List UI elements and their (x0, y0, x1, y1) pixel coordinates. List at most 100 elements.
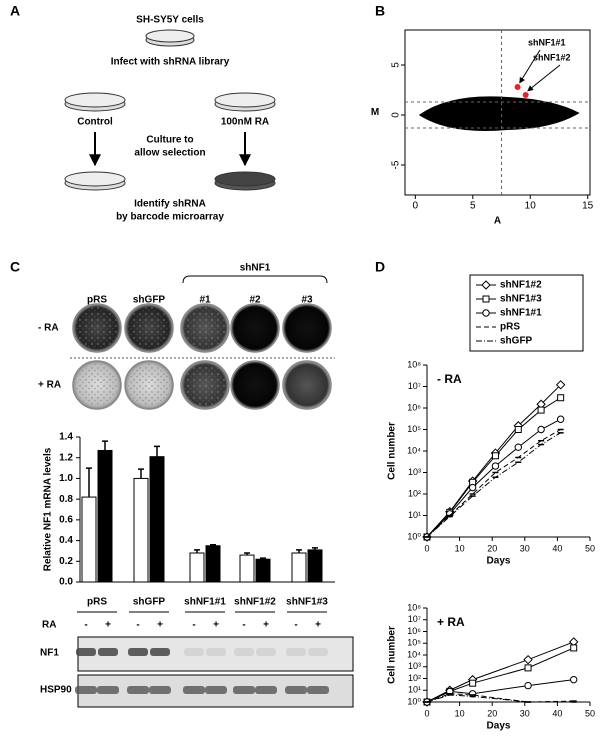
y-axis-label: Relative NF1 mRNA levels (43, 447, 54, 571)
x-tick-label: 30 (520, 708, 530, 718)
plate-column-label: #3 (301, 295, 313, 306)
y-tick-label: 10¹ (408, 685, 421, 695)
x-tick-label: 40 (552, 708, 562, 718)
x-axis-label: A (494, 216, 501, 227)
plate-texture (184, 364, 226, 406)
bar (255, 558, 271, 583)
bar (133, 477, 149, 583)
diagram-text: Culture to (146, 135, 193, 146)
point (570, 675, 578, 684)
ra-sign: - (192, 620, 195, 631)
error-bar (138, 468, 144, 479)
x-tick-label: 0 (413, 201, 419, 212)
error-bar (210, 543, 216, 546)
ra-sign: - (84, 620, 87, 631)
x-tick-label: pRS (87, 597, 107, 608)
plate-row-label: - RA (38, 323, 59, 334)
y-axis-label: Cell number (387, 422, 398, 480)
plate-row-label: + RA (38, 380, 61, 391)
annotation-arrow (527, 64, 561, 92)
blot-band (206, 648, 226, 656)
y-tick-label: 1.0 (59, 473, 73, 484)
point (555, 380, 566, 390)
ra-sign: + (213, 620, 219, 631)
error-bar (260, 557, 266, 560)
annotation: shNF1#2 (533, 52, 571, 62)
panel-label: B (375, 3, 385, 19)
plate (282, 303, 332, 353)
point (469, 679, 477, 687)
blot-band (233, 686, 255, 694)
y-tick-label: 10² (408, 673, 421, 683)
ra-sign: - (294, 620, 297, 631)
plate-column-label: #2 (249, 295, 261, 306)
x-tick-label: 0 (424, 543, 429, 553)
blot-band (183, 686, 205, 694)
point (491, 462, 500, 470)
blot-band (184, 648, 204, 656)
diagram-shapes (64, 29, 276, 191)
legend-label: shGFP (500, 336, 533, 347)
diagram-text: SH-SY5Y cells (136, 15, 204, 26)
x-tick-label: shNF1#3 (286, 597, 328, 608)
x-tick-label: 40 (552, 543, 562, 553)
plate-texture (76, 364, 118, 406)
legend-label: shNF1#2 (500, 280, 542, 291)
plate-texture (128, 307, 170, 349)
plate-group-label: shNF1 (240, 263, 271, 274)
panel-label: C (10, 259, 20, 275)
point (524, 664, 532, 672)
blot-band (128, 648, 148, 656)
plate (230, 303, 280, 353)
x-tick-label: shNF1#2 (234, 597, 276, 608)
blot-band (234, 648, 254, 656)
error-bar (194, 549, 200, 553)
y-tick-label: 10⁰ (407, 696, 421, 706)
y-tick-label: 10⁷ (408, 381, 421, 391)
x-axis-label: Days (487, 556, 511, 567)
point (514, 426, 522, 433)
y-tick-label: 1.4 (59, 432, 73, 443)
legend-marker (482, 295, 490, 303)
y-tick-label: 0 (391, 112, 402, 118)
y-tick-label: 10⁸ (407, 359, 421, 369)
x-tick-label: 10 (455, 543, 465, 553)
panel-label: A (10, 3, 20, 19)
annotation: shNF1#1 (528, 37, 566, 47)
y-tick-label: 5 (391, 62, 402, 68)
band-label: NF1 (40, 648, 59, 659)
blot-band (308, 648, 328, 656)
y-axis-label: M (371, 107, 379, 118)
highlight-point (522, 92, 529, 98)
y-tick-label: 10⁸ (407, 602, 421, 612)
x-tick-label: 10 (525, 201, 537, 212)
bar (205, 545, 221, 583)
bar (81, 496, 97, 583)
x-tick-label: 30 (520, 543, 530, 553)
highlight-point (514, 84, 521, 90)
y-tick-label: 0.8 (59, 494, 73, 505)
point (523, 654, 533, 665)
ra-sign: + (315, 620, 321, 631)
x-tick-label: 10 (455, 708, 465, 718)
y-tick-label: 1.2 (59, 452, 73, 463)
point (557, 394, 565, 402)
error-bar (154, 445, 160, 457)
x-tick-label: 5 (470, 201, 476, 212)
blot-band (307, 686, 329, 694)
y-tick-label: 0.6 (59, 514, 73, 525)
blot-band (75, 686, 97, 694)
point-cloud (418, 96, 580, 131)
blot-images (77, 636, 354, 708)
blot-band (150, 648, 170, 656)
x-tick-label: 50 (585, 543, 595, 553)
plate-texture (184, 307, 226, 349)
bar (97, 449, 113, 583)
y-tick-label: 10⁴ (407, 445, 421, 455)
x-tick-label: shNF1#1 (184, 597, 226, 608)
plate-texture (76, 307, 118, 349)
ra-sign: + (263, 620, 269, 631)
legend-label: shNF1#3 (500, 294, 542, 305)
legend-marker (482, 309, 490, 317)
x-axis-label: Days (487, 721, 511, 732)
